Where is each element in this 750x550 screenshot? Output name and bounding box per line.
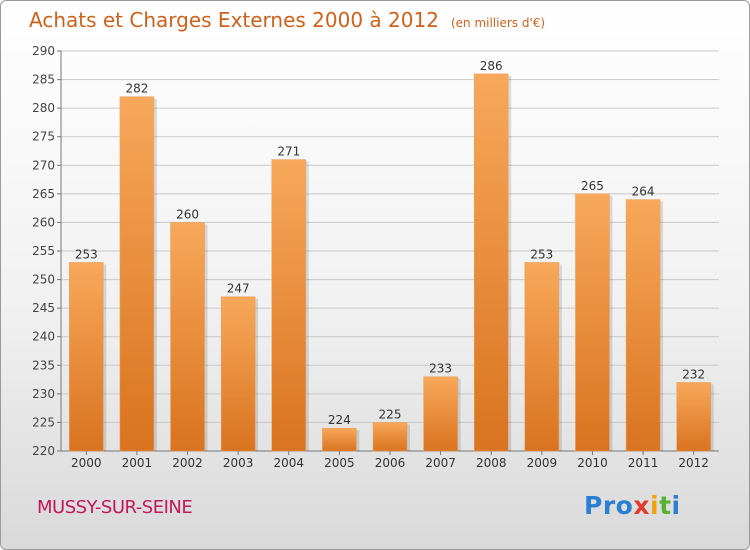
value-label: 253 <box>530 247 553 261</box>
x-tick-label: 2011 <box>628 456 659 470</box>
logo-letter: o <box>615 491 634 520</box>
logo-letter: t <box>659 491 672 520</box>
bar-2001 <box>119 96 155 452</box>
y-tick-label: 285 <box>32 73 55 87</box>
bar-2009 <box>524 262 560 452</box>
bar-2002 <box>170 222 205 452</box>
logo-letter: i <box>671 491 681 520</box>
proxiti-logo: Proxiti <box>584 491 681 520</box>
logo-letter: i <box>650 491 660 520</box>
bar-2012 <box>676 382 711 452</box>
bar-2007 <box>423 376 458 452</box>
value-label: 224 <box>328 413 351 427</box>
y-tick-label: 230 <box>32 387 55 401</box>
value-label: 233 <box>429 362 452 376</box>
value-label: 282 <box>125 82 148 96</box>
bars <box>69 73 714 452</box>
logo-letter: r <box>602 491 616 520</box>
chart-title-text: Achats et Charges Externes 2000 à 2012 <box>29 8 439 32</box>
x-axis-ticks: 2000 2001 2002 2003 2004 2005 2006 2007 2008 2009… <box>71 451 709 470</box>
x-tick-label: 2003 <box>223 456 254 470</box>
value-label: 271 <box>277 145 300 159</box>
y-tick-label: 255 <box>32 244 55 258</box>
x-tick-label: 2008 <box>476 456 507 470</box>
chart-title: Achats et Charges Externes 2000 à 2012 (e… <box>29 8 545 32</box>
y-tick-label: 220 <box>32 444 55 458</box>
value-label: 247 <box>227 282 250 296</box>
y-tick-label: 265 <box>32 187 55 201</box>
bar-2005 <box>322 427 357 452</box>
y-tick-label: 290 <box>32 44 55 58</box>
value-label: 225 <box>379 407 402 421</box>
y-axis-ticks: 220 225 230 235 240 245 250 255 260 265 270 275 280 2… <box>32 44 55 458</box>
x-tick-label: 2005 <box>324 456 355 470</box>
y-tick-label: 245 <box>32 301 55 315</box>
x-tick-label: 2012 <box>678 456 709 470</box>
bar-2006 <box>372 422 408 452</box>
y-tick-label: 270 <box>32 158 55 172</box>
x-tick-label: 2001 <box>122 456 153 470</box>
y-tick-label: 240 <box>32 330 55 344</box>
value-label: 232 <box>682 367 705 381</box>
bar-2008 <box>473 73 509 452</box>
y-tick-label: 250 <box>32 273 55 287</box>
bar-2003 <box>220 296 256 452</box>
x-tick-label: 2002 <box>172 456 203 470</box>
value-label: 264 <box>632 185 655 199</box>
commune-name: MUSSY-SUR-SEINE <box>37 497 193 518</box>
y-tick-label: 260 <box>32 215 55 229</box>
x-tick-label: 2010 <box>577 456 608 470</box>
x-tick-label: 2009 <box>527 456 558 470</box>
x-tick-label: 2007 <box>425 456 456 470</box>
y-tick-label: 225 <box>32 415 55 429</box>
bar-2004 <box>271 159 307 452</box>
x-tick-label: 2004 <box>273 456 304 470</box>
logo-letter: P <box>584 491 603 520</box>
y-tick-label: 275 <box>32 130 55 144</box>
value-labels: 253 282 260 247 271 224 225 233 286 253 265 264 232 <box>75 59 705 427</box>
chart-unit: (en milliers d'€) <box>450 16 546 30</box>
value-label: 253 <box>75 247 98 261</box>
x-tick-label: 2000 <box>71 456 102 470</box>
bar-2010 <box>575 193 610 452</box>
value-label: 260 <box>176 207 199 221</box>
bar-2000 <box>69 262 104 452</box>
y-tick-label: 280 <box>32 101 55 115</box>
value-label: 286 <box>480 59 503 73</box>
y-tick-label: 235 <box>32 358 55 372</box>
logo-letter: x <box>633 491 650 520</box>
x-tick-label: 2006 <box>375 456 406 470</box>
value-label: 265 <box>581 179 604 193</box>
bar-2011 <box>625 199 661 452</box>
